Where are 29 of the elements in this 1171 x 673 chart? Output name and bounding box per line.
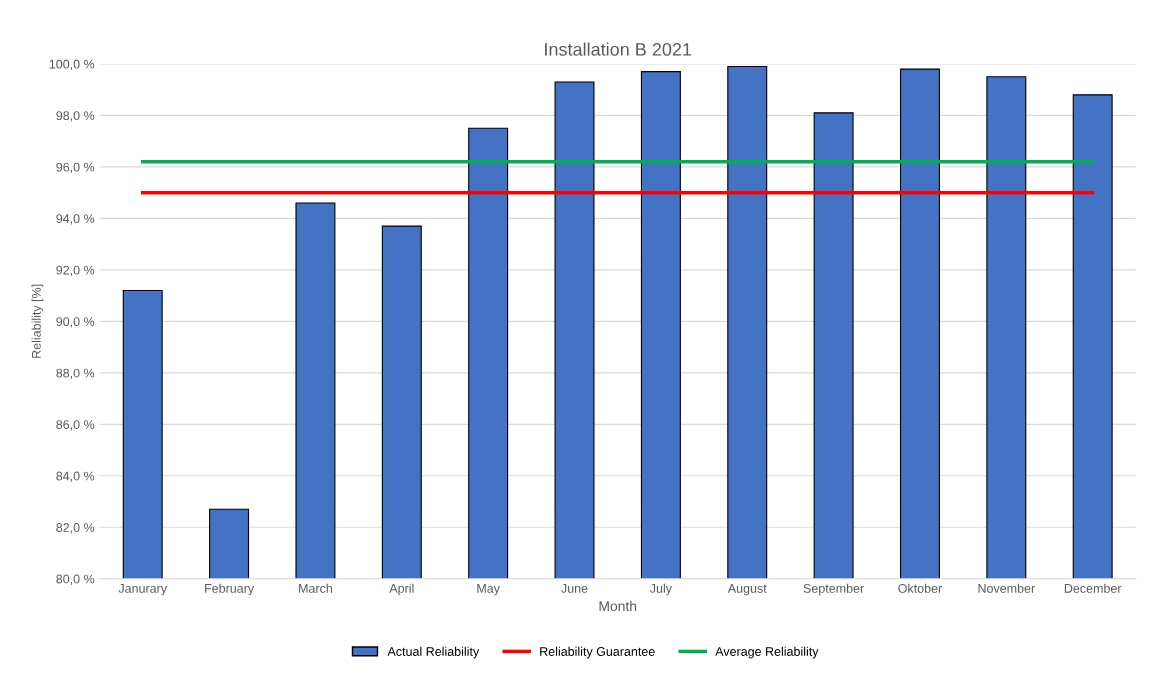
legend-label: Reliability Guarantee (540, 646, 655, 659)
x-tick-label: Janurary (118, 584, 168, 596)
y-tick-label: 80,0 % (56, 574, 95, 585)
x-tick-label: Oktober (898, 583, 942, 593)
y-tick-label: 86,0 % (56, 420, 95, 431)
y-tick-label: 96,0 % (56, 162, 95, 174)
x-tick-label: August (727, 584, 767, 596)
x-tick-label: November (978, 583, 1035, 593)
x-tick-label: March (299, 583, 332, 593)
x-tick-label: February (205, 583, 255, 596)
chart-title: Installation B 2021 (545, 42, 692, 56)
x-tick-label: April (389, 583, 414, 596)
x-tick-label: December (1064, 583, 1122, 593)
y-tick-label: 98,0 % (56, 111, 95, 122)
y-tick-label: 88,0 % (56, 368, 95, 379)
y-tick-label: 82,0 % (56, 523, 95, 534)
legend-label: Actual Reliability (387, 646, 480, 659)
x-tick-label: June (561, 584, 588, 593)
x-tick-label: July (649, 583, 672, 596)
y-tick-label: 92,0 % (56, 265, 95, 276)
y-axis-title: Reliability [%] (31, 284, 44, 358)
x-axis-title: Month (599, 600, 637, 612)
y-tick-label: 90,0 % (56, 317, 95, 328)
x-tick-label: May (477, 584, 500, 596)
y-tick-label: 94,0 % (56, 214, 95, 225)
y-tick-label: 100,0 % (49, 59, 95, 71)
y-tick-label: 84,0 % (56, 471, 95, 482)
x-tick-label: September (803, 583, 864, 596)
legend-label: Average Reliability (715, 646, 819, 659)
